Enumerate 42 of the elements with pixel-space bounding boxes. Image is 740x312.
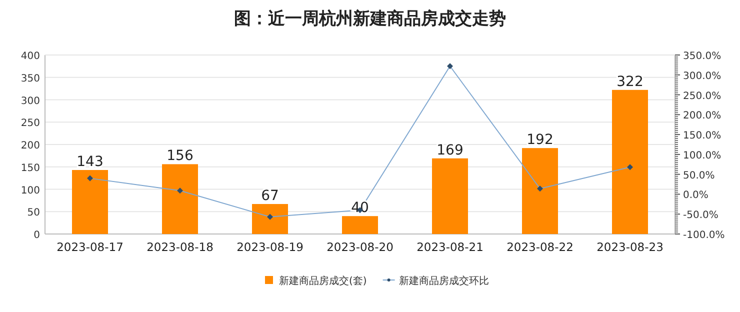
x-tick-label: 2023-08-19 (236, 240, 304, 254)
y2-tick-label: 300.0% (683, 70, 722, 82)
data-label: 67 (261, 188, 279, 204)
data-label: 156 (166, 148, 194, 164)
x-tick-label: 2023-08-23 (596, 240, 664, 254)
x-tick-label: 2023-08-22 (506, 240, 574, 254)
chart-title: 图：近一周杭州新建商品房成交走势 (234, 9, 506, 29)
y2-tick-label: 50.0% (683, 170, 715, 182)
y-tick-label: 100 (20, 185, 40, 196)
bar (612, 90, 648, 234)
x-tick-label: 2023-08-18 (146, 240, 214, 254)
legend-label: 新建商品房成交环比 (398, 275, 489, 287)
x-tick-label: 2023-08-20 (326, 240, 394, 254)
bar (252, 204, 288, 234)
data-label: 322 (616, 74, 644, 90)
y2-tick-label: 150.0% (683, 130, 722, 142)
y-tick-label: 150 (20, 162, 40, 174)
bar (162, 164, 198, 234)
data-label: 169 (436, 142, 464, 158)
y-tick-label: 350 (20, 73, 40, 84)
y2-tick-label: 250.0% (683, 90, 722, 102)
x-tick-label: 2023-08-21 (416, 240, 484, 254)
x-tick-label: 2023-08-17 (56, 240, 124, 254)
data-label: 143 (76, 154, 104, 170)
y2-tick-label: -100.0% (683, 230, 725, 241)
y-tick-label: 200 (20, 140, 40, 152)
data-label: 192 (526, 132, 554, 148)
bar (342, 216, 378, 234)
y-tick-label: 300 (20, 96, 40, 107)
y2-tick-label: 200.0% (683, 110, 722, 122)
y2-tick-label: 100.0% (683, 150, 722, 162)
y2-tick-label: -50.0% (683, 210, 718, 222)
y-tick-label: 50 (27, 208, 40, 219)
y2-tick-label: 350.0% (683, 51, 722, 62)
y-tick-label: 0 (34, 230, 40, 241)
bar (72, 170, 108, 234)
legend-label: 新建商品房成交(套) (279, 275, 367, 287)
y-tick-label: 250 (20, 118, 40, 130)
bar (432, 158, 468, 234)
y-tick-label: 400 (20, 51, 40, 62)
bar (522, 148, 558, 234)
y2-tick-label: 0.0% (683, 190, 708, 202)
